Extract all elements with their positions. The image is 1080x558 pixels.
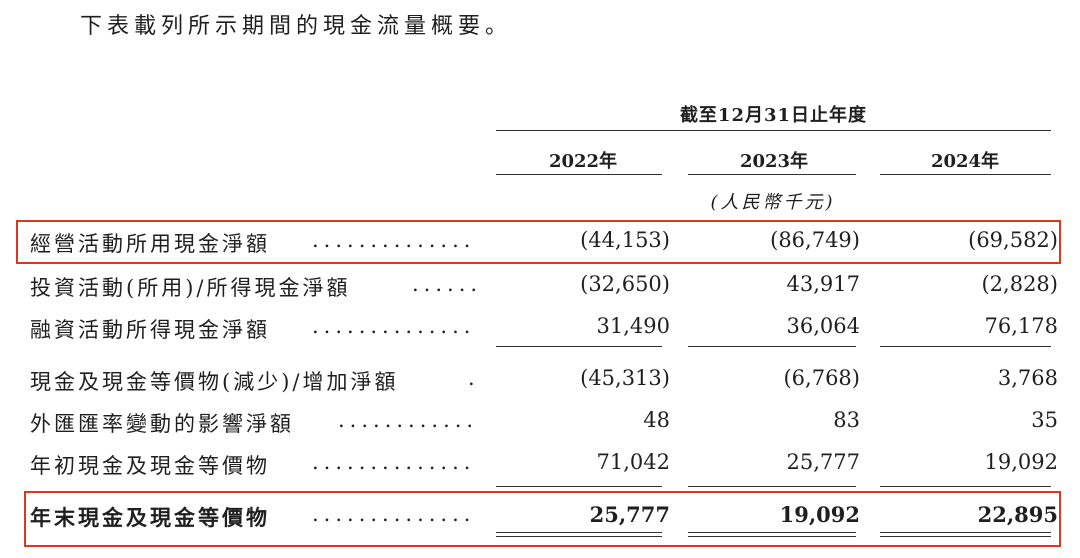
value-2024: 22,895 [977, 502, 1058, 527]
row-leader-dots: .............. [312, 228, 476, 252]
value-2024: 35 [1031, 408, 1058, 432]
row-label: 經營活動所用現金淨額 [30, 232, 270, 256]
value-2024: 19,092 [984, 450, 1058, 474]
column-header-rule-2022 [496, 174, 662, 175]
value-2022: (45,313) [580, 366, 670, 390]
row-leader-dots: ............ [338, 408, 479, 432]
value-2022: 31,490 [596, 314, 670, 338]
value-2023: (86,749) [770, 228, 860, 252]
subtotal-rule-2022 [496, 346, 662, 347]
row-label: 投資活動(所用)/所得現金淨額 [30, 276, 351, 300]
value-2024: (69,582) [968, 228, 1058, 252]
column-header-2022: 2022年 [548, 151, 618, 172]
intro-text: 下表載列所示期間的現金流量概要。 [80, 14, 513, 39]
value-2023: 36,064 [786, 314, 860, 338]
row-label: 年初現金及現金等價物 [30, 454, 270, 478]
value-2022: 25,777 [589, 502, 670, 527]
row-label: 外匯匯率變動的影響淨額 [30, 412, 294, 436]
table-row-ending-cash: 年末現金及現金等價物 .............. 25,777 19,092 … [0, 496, 1080, 536]
row-label: 現金及現金等價物(減少)/增加淨額 [30, 370, 399, 394]
value-2024: 76,178 [984, 314, 1058, 338]
row-leader-dots: ...... [412, 272, 483, 296]
value-2023: 83 [833, 408, 860, 432]
value-2024: (2,828) [981, 272, 1058, 296]
subtotal-rule-2023 [688, 346, 856, 347]
value-2023: 43,917 [786, 272, 860, 296]
subtotal-rule-2024 [880, 346, 1051, 347]
total-rule-2022 [496, 486, 662, 487]
double-underline-2024 [880, 532, 1051, 537]
value-2023: 19,092 [779, 502, 860, 527]
column-header-2024: 2024年 [930, 151, 1000, 172]
value-2022: (44,153) [580, 228, 670, 252]
total-rule-2024 [880, 486, 1051, 487]
highlight-box-operating [16, 220, 1061, 264]
row-label: 融資活動所得現金淨額 [30, 318, 270, 342]
period-header: 截至12月31日止年度 [679, 105, 868, 126]
value-2022: 71,042 [596, 450, 670, 474]
table-row-operating: 經營活動所用現金淨額 .............. (44,153) (86,7… [0, 222, 1080, 262]
unit-label: (人民幣千元) [710, 192, 836, 213]
row-leader-dots: . [468, 366, 480, 390]
total-rule-2023 [688, 486, 856, 487]
row-leader-dots: .............. [312, 502, 476, 526]
row-leader-dots: .............. [312, 450, 476, 474]
double-underline-2022 [496, 532, 662, 537]
table-row-net-change: 現金及現金等價物(減少)/增加淨額 . (45,313) (6,768) 3,7… [0, 360, 1080, 400]
column-header-2023: 2023年 [739, 151, 809, 172]
value-2024: 3,768 [997, 366, 1058, 390]
column-header-rule-2024 [880, 174, 1051, 175]
value-2022: 48 [643, 408, 670, 432]
row-leader-dots: .............. [312, 314, 476, 338]
period-header-rule [496, 130, 1051, 131]
table-row-beginning-cash: 年初現金及現金等價物 .............. 71,042 25,777 … [0, 444, 1080, 484]
row-label: 年末現金及現金等價物 [30, 505, 270, 530]
double-underline-2023 [688, 532, 856, 537]
highlight-box-ending-cash [24, 491, 1061, 547]
column-header-rule-2023 [688, 174, 856, 175]
table-row-financing: 融資活動所得現金淨額 .............. 31,490 36,064 … [0, 308, 1080, 348]
value-2023: (6,768) [783, 366, 860, 390]
table-row-fx-effect: 外匯匯率變動的影響淨額 ............ 48 83 35 [0, 402, 1080, 442]
table-row-investing: 投資活動(所用)/所得現金淨額 ...... (32,650) 43,917 (… [0, 266, 1080, 306]
value-2023: 25,777 [786, 450, 860, 474]
value-2022: (32,650) [580, 272, 670, 296]
